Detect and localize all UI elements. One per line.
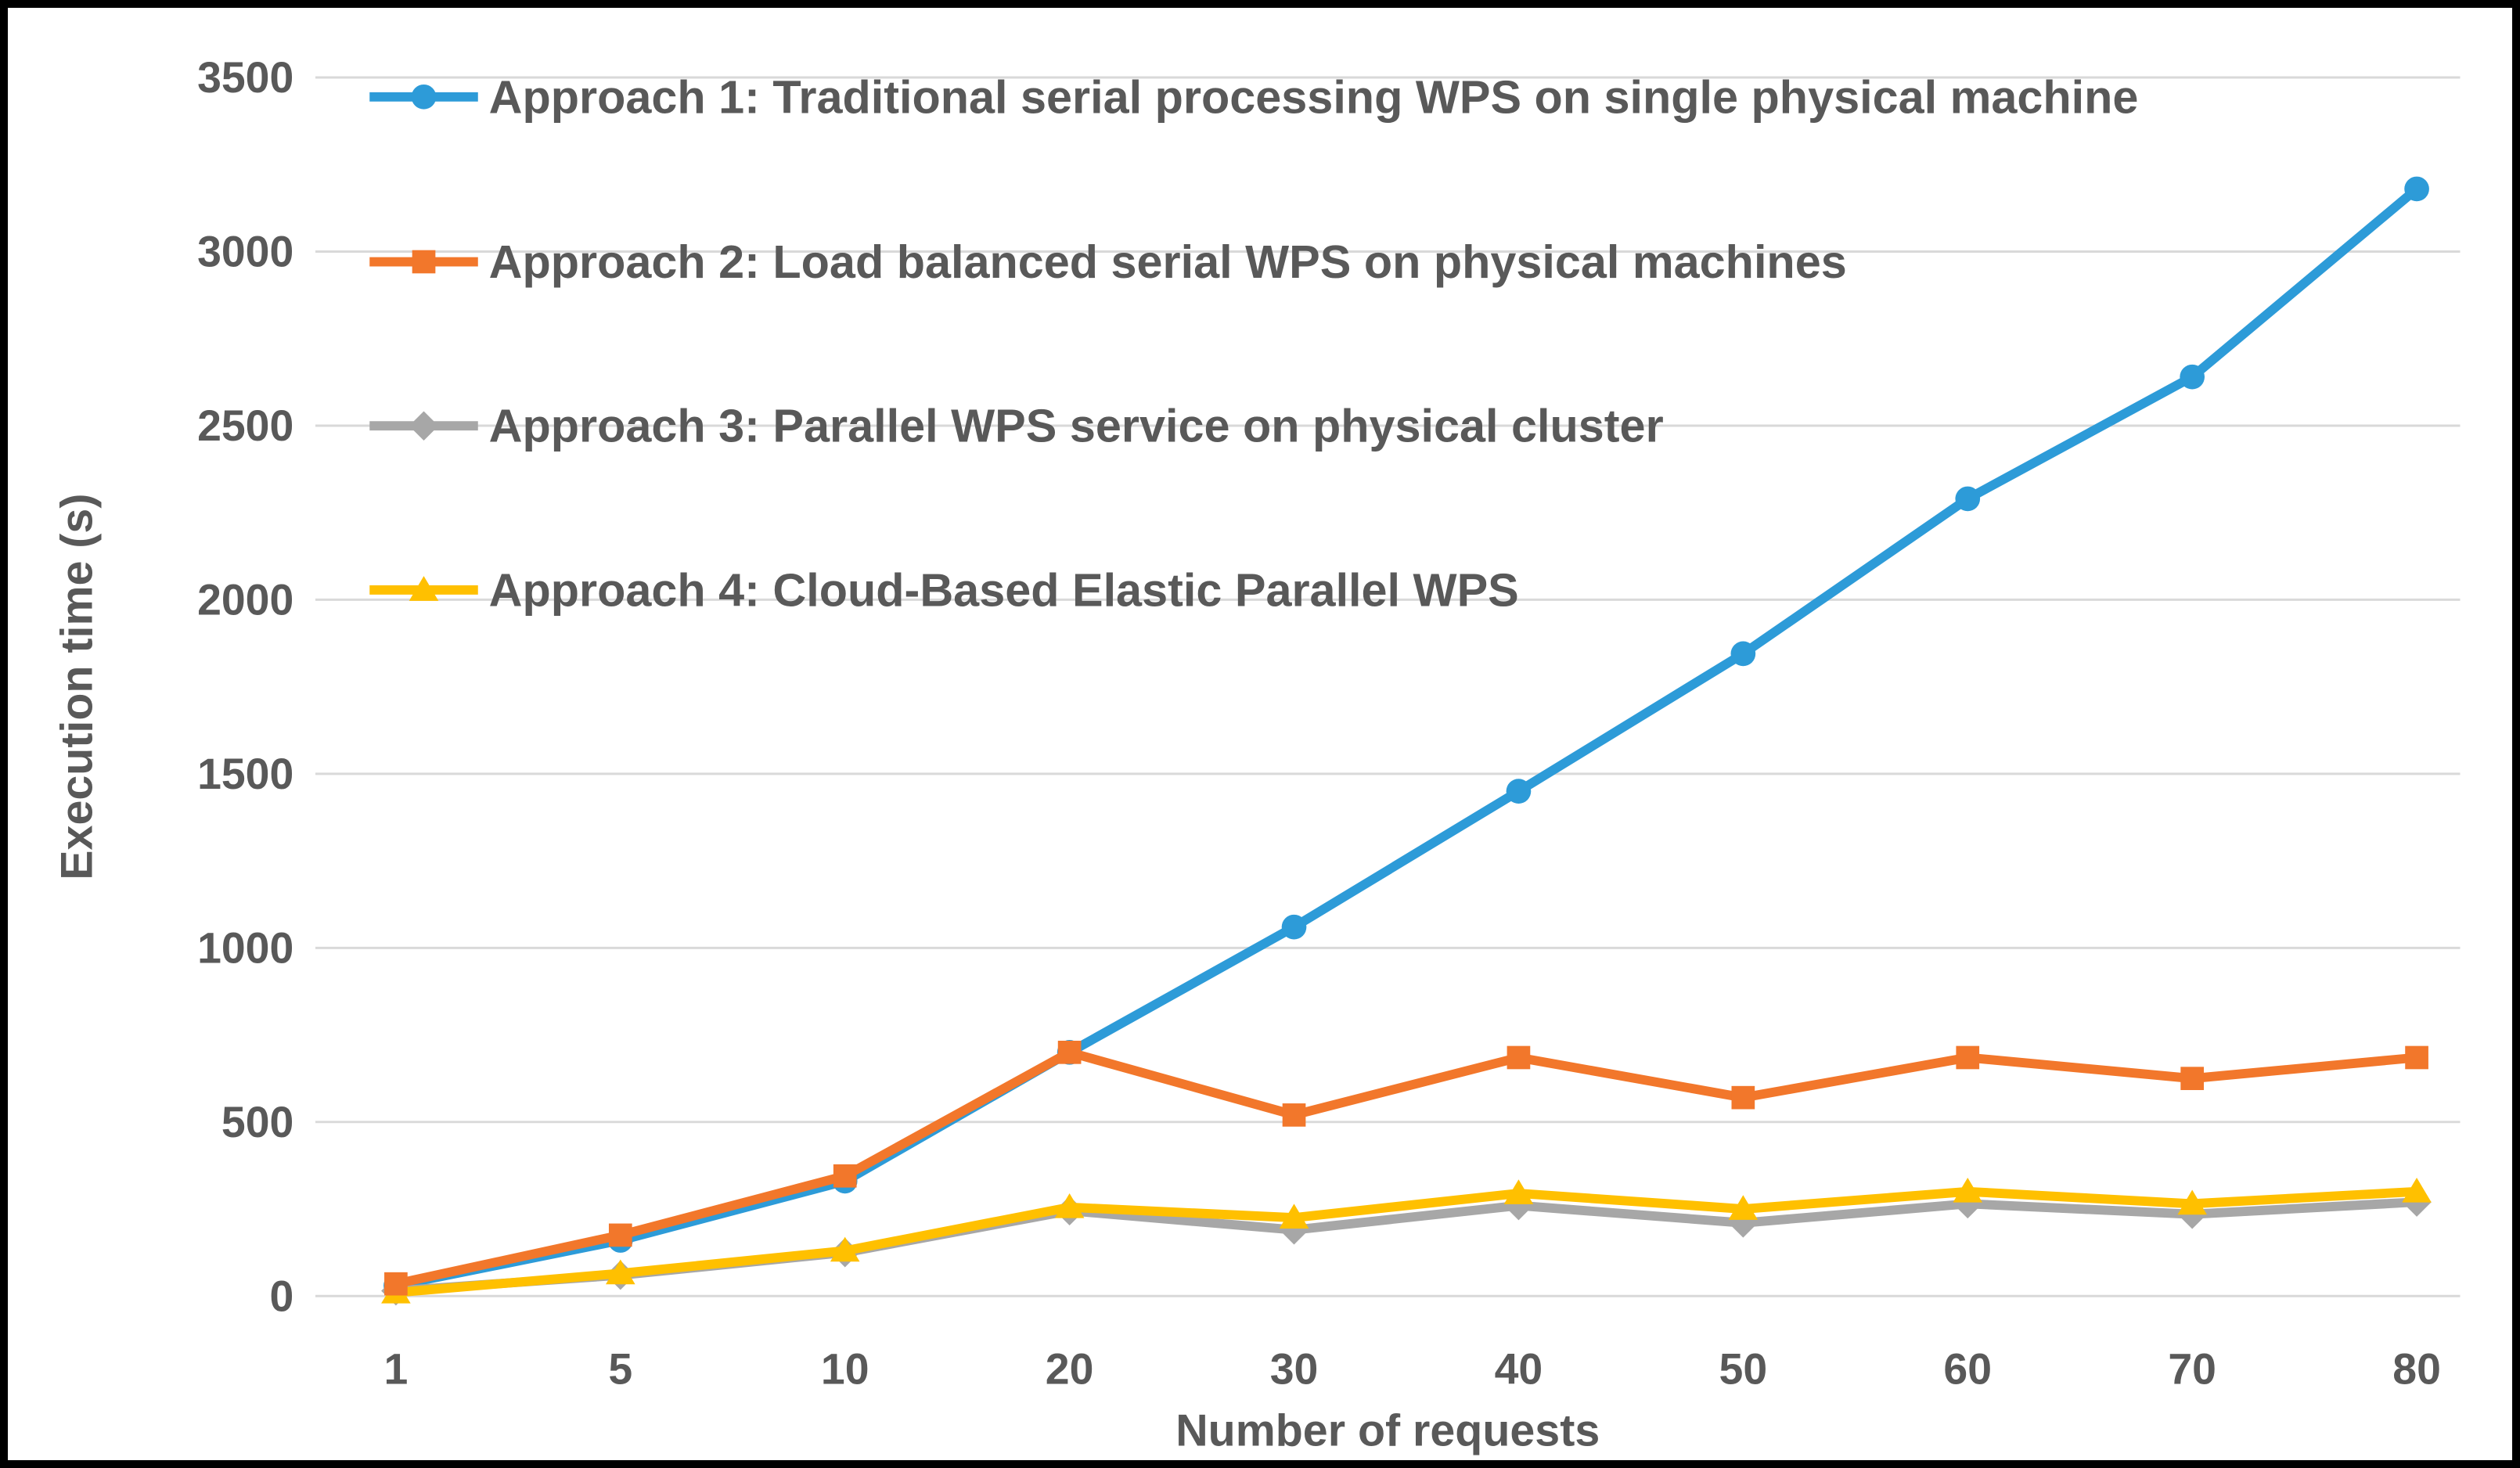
y-tick-label: 1000 [197, 923, 293, 972]
triangle-icon [409, 576, 439, 601]
x-tick-label: 20 [1046, 1344, 1094, 1393]
x-tick-label: 10 [821, 1344, 869, 1393]
data-point-series-2 [1507, 1045, 1531, 1070]
x-tick-label: 1 [383, 1344, 408, 1393]
legend-item: Approach 3: Parallel WPS service on phys… [369, 400, 1664, 452]
data-point-series-4 [1054, 1193, 1085, 1218]
y-axis-title: Execution time (s) [52, 494, 102, 880]
legend-label: Approach 4: Cloud-Based Elastic Parallel… [489, 563, 1519, 616]
data-point-series-1 [1730, 641, 1756, 667]
x-tick-label: 60 [1943, 1344, 1992, 1393]
data-point-series-4 [1953, 1177, 1983, 1203]
data-point-series-4 [830, 1236, 860, 1262]
data-point-series-1 [1281, 914, 1307, 940]
series-line-2 [391, 1047, 2422, 1289]
axis-labels-layer: 0 500 1000 1500 2000 2500 3000 3500 1 5 10 20 30 40 50… [197, 53, 2441, 1393]
circle-icon [411, 84, 437, 110]
legend-label: Approach 3: Parallel WPS service on phys… [489, 400, 1664, 452]
data-point-series-1 [2404, 176, 2429, 202]
x-tick-label: 70 [2168, 1344, 2216, 1393]
x-tick-label: 5 [608, 1344, 632, 1393]
legend-item: Approach 4: Cloud-Based Elastic Parallel… [369, 563, 1519, 616]
y-tick-label: 1500 [197, 750, 293, 798]
data-point-series-1 [1506, 779, 1532, 804]
square-icon [412, 250, 436, 274]
data-point-series-4 [2177, 1189, 2207, 1215]
data-point-series-4 [2402, 1177, 2432, 1203]
y-tick-label: 500 [221, 1098, 293, 1146]
data-point-series-2 [1731, 1085, 1755, 1110]
data-point-series-2 [384, 1272, 408, 1296]
data-point-series-4 [606, 1259, 635, 1285]
legend-label: Approach 2: Load balanced serial WPS on … [489, 236, 1847, 288]
legend-item: Approach 2: Load balanced serial WPS on … [369, 236, 1847, 288]
legend-label: Approach 1: Traditional serial processin… [489, 70, 2139, 123]
x-axis-title: Number of requests [1175, 1405, 1600, 1455]
data-point-series-2 [2180, 1067, 2205, 1091]
data-point-series-2 [608, 1223, 632, 1247]
data-point-series-1 [1955, 486, 1981, 512]
legend-item: Approach 1: Traditional serial processin… [369, 70, 2138, 123]
y-tick-label: 2000 [197, 575, 293, 624]
x-tick-label: 30 [1270, 1344, 1319, 1393]
data-point-series-2 [1956, 1045, 1980, 1070]
y-tick-label: 3000 [197, 228, 293, 276]
y-tick-label: 0 [269, 1272, 293, 1320]
data-point-series-4 [1279, 1204, 1309, 1229]
series-line-1 [391, 184, 2422, 1290]
series-layer [381, 176, 2432, 1306]
data-point-series-1 [2180, 364, 2205, 390]
x-tick-label: 80 [2392, 1344, 2441, 1393]
y-tick-label: 3500 [197, 53, 293, 102]
legend: Approach 1: Traditional serial processin… [369, 70, 2138, 616]
series-line-4 [391, 1186, 2422, 1297]
line-chart: 0 500 1000 1500 2000 2500 3000 3500 1 5 10 20 30 40 50… [52, 53, 2461, 1455]
data-point-series-2 [1057, 1040, 1082, 1064]
x-tick-label: 40 [1495, 1344, 1543, 1393]
y-tick-label: 2500 [197, 401, 293, 450]
x-tick-label: 50 [1719, 1344, 1768, 1393]
data-point-series-2 [2405, 1045, 2428, 1070]
data-point-series-4 [1503, 1179, 1534, 1204]
data-point-series-2 [833, 1164, 857, 1188]
diamond-icon [409, 411, 439, 441]
data-point-series-4 [1728, 1195, 1759, 1220]
data-point-series-2 [1282, 1103, 1306, 1127]
gridlines-layer [315, 76, 2461, 1297]
